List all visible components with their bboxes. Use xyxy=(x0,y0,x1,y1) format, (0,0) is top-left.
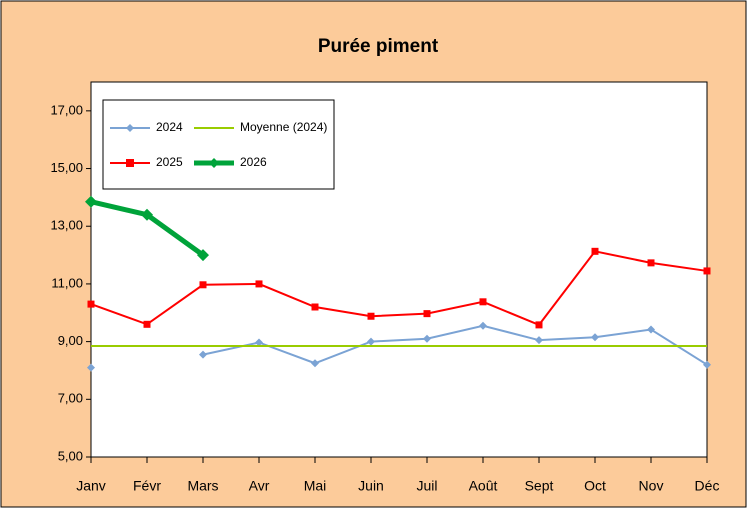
point xyxy=(255,338,263,347)
x-tick-label: Janv xyxy=(76,478,106,494)
point xyxy=(126,159,134,167)
point xyxy=(87,300,95,308)
point xyxy=(703,360,711,369)
point xyxy=(197,249,209,262)
point xyxy=(423,334,431,343)
point xyxy=(311,359,319,368)
point xyxy=(209,158,219,168)
y-tick-label: 7,00 xyxy=(58,391,83,406)
point xyxy=(255,280,263,288)
point xyxy=(479,321,487,330)
legend-label: Moyenne (2024) xyxy=(240,120,327,134)
x-tick-label: Août xyxy=(469,478,498,494)
legend-box xyxy=(102,99,335,190)
y-tick-label: 11,00 xyxy=(51,275,83,290)
x-tick-label: Sept xyxy=(525,478,554,494)
x-tick-label: Juin xyxy=(358,478,384,494)
y-tick-label: 13,00 xyxy=(50,218,83,233)
legend: 2024 Moyenne (2024) 2025 2026 xyxy=(102,99,335,190)
point xyxy=(423,310,431,318)
point xyxy=(647,259,655,267)
y-tick-label: 17,00 xyxy=(50,102,83,117)
x-tick-label: Févr xyxy=(133,478,161,494)
y-tick-label: 5,00 xyxy=(58,448,83,463)
x-tick-label: Mai xyxy=(304,478,327,494)
x-tick-label: Avr xyxy=(249,478,270,494)
y-tick-label: 9,00 xyxy=(58,333,83,348)
point xyxy=(647,325,655,334)
legend-label: 2024 xyxy=(156,120,183,134)
point xyxy=(126,124,134,132)
point xyxy=(141,208,153,221)
point xyxy=(591,247,599,255)
x-tick-label: Nov xyxy=(639,478,664,494)
point xyxy=(87,363,95,372)
chart-title: Purée piment xyxy=(318,36,439,57)
y-tick-label: 15,00 xyxy=(50,160,83,175)
x-tick-label: Juil xyxy=(416,478,437,494)
point xyxy=(199,281,207,289)
point xyxy=(703,267,711,275)
marks xyxy=(85,195,711,372)
point xyxy=(143,320,151,328)
x-tick-label: Oct xyxy=(584,478,606,494)
point xyxy=(85,195,97,208)
point xyxy=(535,336,543,345)
x-tick-label: Mars xyxy=(187,478,218,494)
point xyxy=(479,298,487,306)
point xyxy=(367,337,375,346)
point xyxy=(199,350,207,359)
legend-label: 2026 xyxy=(240,155,267,169)
series-line xyxy=(202,324,708,366)
point xyxy=(535,321,543,329)
x-tick-label: Déc xyxy=(695,478,720,494)
point xyxy=(591,333,599,342)
series-line xyxy=(90,250,708,327)
point xyxy=(367,312,375,320)
legend-label: 2025 xyxy=(156,155,183,169)
point xyxy=(311,303,319,311)
